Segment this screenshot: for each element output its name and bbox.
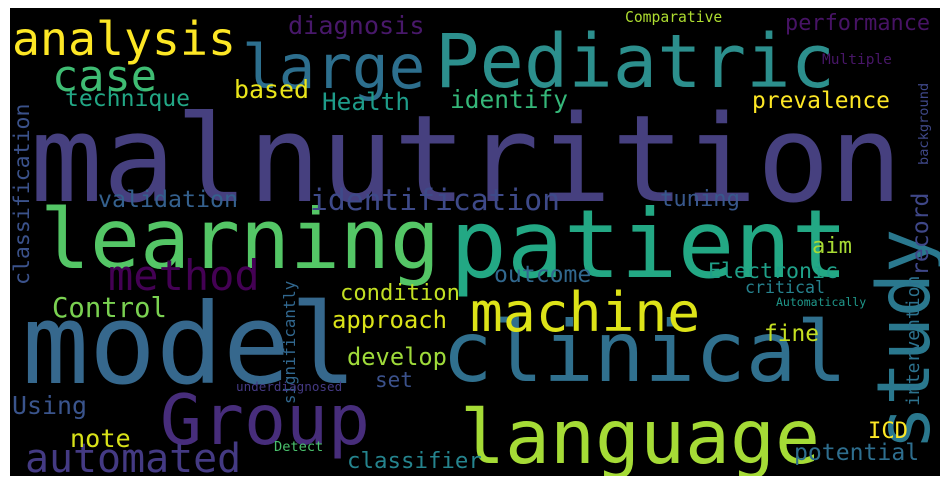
word-multiple: Multiple [822, 52, 892, 68]
word-malnutrition: malnutrition [30, 90, 903, 230]
word-note: note [70, 424, 131, 453]
word-comparative: Comparative [625, 9, 723, 26]
word-performance: performance [785, 11, 931, 36]
word-machine: machine [470, 280, 701, 344]
word-analysis: analysis [12, 12, 236, 66]
word-large: large [242, 32, 426, 103]
word-fine: fine [764, 321, 819, 347]
word-classification: classification [10, 103, 35, 285]
word-record: record [908, 192, 934, 276]
word-background: background [916, 82, 932, 165]
word-automatically: Automatically [776, 295, 867, 309]
word-method: method [108, 251, 260, 300]
word-cloud: malnutrition model clinical patient Pediatri… [10, 8, 940, 476]
word-condition: condition [340, 280, 460, 306]
word-technique: technique [65, 86, 191, 112]
word-identify: identify [450, 85, 569, 114]
word-group: Group [160, 380, 370, 461]
word-detect: Detect [274, 439, 324, 455]
word-underdiagnosed: underdiagnosed [236, 379, 343, 394]
word-tuning: tuning [660, 186, 740, 212]
word-clinical: clinical [442, 303, 848, 401]
word-health: Health [322, 87, 410, 116]
word-identification: identification [310, 182, 560, 217]
word-critical: critical [745, 278, 825, 297]
word-set: set [375, 368, 413, 392]
word-potential: potential [794, 440, 920, 466]
word-develop: develop [347, 343, 447, 371]
word-validation: validation [98, 186, 238, 213]
word-diagnosis: diagnosis [288, 11, 425, 40]
word-prevalence: prevalence [752, 88, 890, 114]
word-language: language [460, 394, 820, 476]
word-intervention: intervention [903, 275, 924, 406]
word-learning: learning [40, 191, 440, 288]
word-classifier: classifier [347, 448, 482, 474]
word-case: case [52, 52, 157, 102]
word-patient: patient [450, 190, 849, 300]
word-icd: ICD [868, 418, 908, 444]
word-pediatric: Pediatric [435, 19, 836, 105]
word-control: Control [52, 293, 167, 324]
word-electronic: Electronic [708, 259, 839, 284]
word-automated: automated [25, 436, 242, 476]
word-based: based [234, 75, 309, 104]
word-aim: aim [812, 233, 852, 259]
word-using: Using [12, 391, 87, 420]
word-model: model [22, 281, 357, 410]
word-approach: approach [332, 306, 447, 334]
word-outcome: outcome [494, 262, 592, 288]
